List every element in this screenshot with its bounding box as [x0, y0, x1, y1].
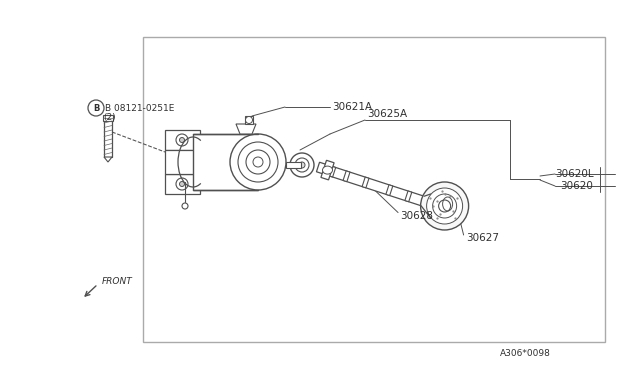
Ellipse shape — [323, 166, 333, 174]
Polygon shape — [316, 162, 424, 206]
Circle shape — [253, 157, 263, 167]
Text: 30621A: 30621A — [332, 102, 372, 112]
Text: 30620: 30620 — [560, 181, 593, 191]
Circle shape — [433, 194, 456, 218]
Polygon shape — [362, 177, 369, 188]
Text: 30625A: 30625A — [367, 109, 407, 119]
Circle shape — [290, 153, 314, 177]
Text: (2): (2) — [104, 112, 116, 122]
Polygon shape — [236, 124, 256, 134]
Circle shape — [238, 142, 278, 182]
Bar — [286, 162, 301, 168]
Polygon shape — [104, 157, 112, 162]
Circle shape — [420, 182, 468, 230]
Polygon shape — [343, 171, 350, 182]
Circle shape — [182, 203, 188, 209]
Text: FRONT: FRONT — [102, 276, 132, 285]
Polygon shape — [193, 134, 258, 190]
Polygon shape — [405, 191, 412, 202]
Bar — [143, 37, 605, 342]
Circle shape — [179, 182, 184, 186]
Polygon shape — [103, 115, 113, 121]
Circle shape — [176, 134, 188, 146]
Polygon shape — [165, 130, 200, 150]
Polygon shape — [386, 185, 393, 196]
Circle shape — [295, 158, 309, 172]
Circle shape — [438, 200, 451, 212]
Text: B: B — [93, 103, 99, 112]
Text: B 08121-0251E: B 08121-0251E — [105, 103, 174, 112]
Circle shape — [179, 138, 184, 142]
Polygon shape — [165, 174, 200, 194]
Circle shape — [88, 100, 104, 116]
Text: A306*0098: A306*0098 — [500, 350, 551, 359]
Circle shape — [427, 188, 463, 224]
Circle shape — [246, 150, 270, 174]
Polygon shape — [329, 166, 336, 177]
Circle shape — [230, 134, 286, 190]
Text: 30628: 30628 — [400, 211, 433, 221]
Text: 30627: 30627 — [467, 233, 500, 243]
Text: 30620L: 30620L — [555, 169, 594, 179]
Polygon shape — [245, 116, 253, 124]
Polygon shape — [165, 150, 200, 174]
Circle shape — [246, 116, 253, 124]
Circle shape — [299, 162, 305, 168]
Circle shape — [176, 178, 188, 190]
Polygon shape — [321, 160, 334, 180]
